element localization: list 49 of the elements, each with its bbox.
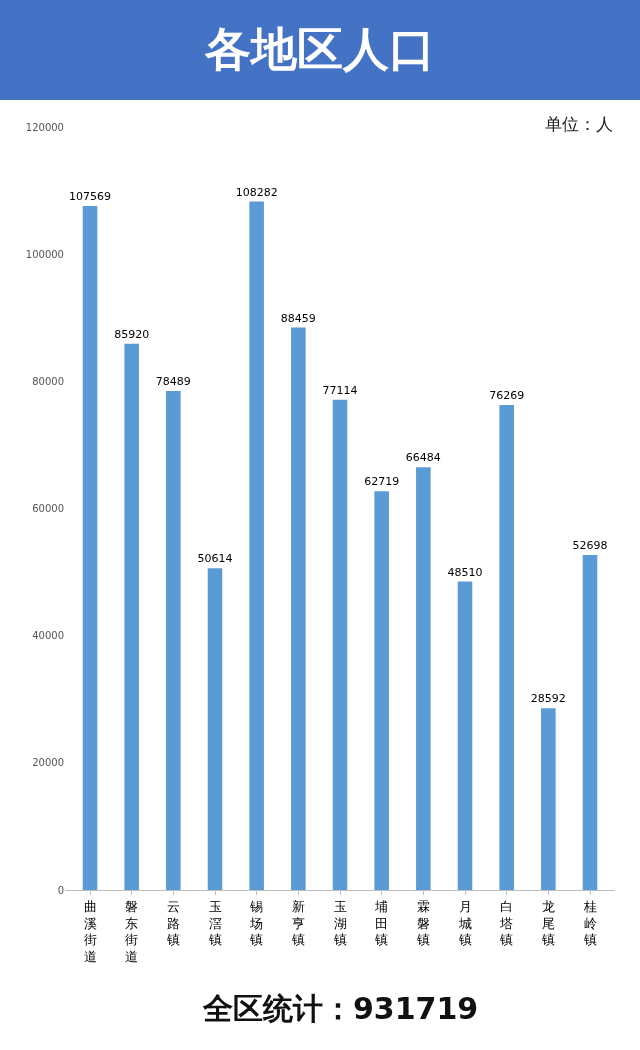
- data-label: 78489: [155, 374, 191, 388]
- y-tick-label: 40000: [32, 630, 64, 642]
- data-label: 50614: [197, 552, 233, 566]
- data-label: 52698: [572, 538, 608, 552]
- data-label: 77114: [322, 383, 358, 397]
- x-tick-label: 月城镇: [457, 898, 472, 948]
- data-label: 66484: [405, 451, 441, 465]
- chart-title: 各地区人口: [0, 0, 640, 100]
- y-tick-label: 100000: [25, 248, 64, 260]
- x-tick-label: 白塔镇: [499, 898, 514, 948]
- bar: [124, 343, 139, 890]
- bar: [582, 554, 598, 890]
- x-tick-label: 龙尾镇: [540, 898, 555, 948]
- bar: [457, 581, 473, 890]
- data-label: 28592: [530, 692, 566, 706]
- x-tick-label: 霖磐镇: [415, 898, 430, 948]
- x-tick-label: 磐东街道: [125, 898, 139, 965]
- y-tick-label: 60000: [32, 503, 64, 514]
- bar: [332, 399, 348, 890]
- data-label: 48510: [447, 565, 483, 579]
- x-tick-label: 埔田镇: [374, 898, 389, 948]
- bar: [166, 390, 181, 890]
- bar: [541, 708, 556, 890]
- bar: [374, 491, 389, 890]
- data-label: 88459: [280, 311, 316, 325]
- y-tick-label: 80000: [32, 375, 64, 387]
- data-label: 62719: [364, 475, 400, 489]
- x-tick-label: 桂岭镇: [582, 898, 597, 948]
- y-tick-label: 20000: [32, 757, 64, 769]
- data-label: 85920: [114, 327, 150, 341]
- x-tick-label: 新亨镇: [290, 898, 305, 948]
- bar: [82, 206, 98, 890]
- bar: [249, 201, 264, 890]
- bar: [291, 327, 306, 890]
- data-label: 107569: [69, 190, 111, 204]
- bar: [416, 467, 431, 890]
- y-tick-label: 0: [57, 884, 64, 896]
- x-tick-label: 玉滘镇: [207, 898, 222, 948]
- y-tick-label: 120000: [25, 121, 64, 133]
- annotation: 单位：人: [545, 114, 613, 134]
- x-tick-label: 云路镇: [165, 898, 180, 948]
- x-tick-label: 锡场镇: [249, 898, 264, 948]
- bar: [499, 405, 514, 890]
- data-label: 108282: [235, 185, 278, 199]
- bar: [207, 568, 223, 890]
- x-tick-label: 曲溪街道: [83, 898, 97, 965]
- data-label: 76269: [489, 389, 525, 403]
- text: 全区统计：931719: [202, 991, 479, 1026]
- x-tick-label: 玉湖镇: [332, 898, 347, 948]
